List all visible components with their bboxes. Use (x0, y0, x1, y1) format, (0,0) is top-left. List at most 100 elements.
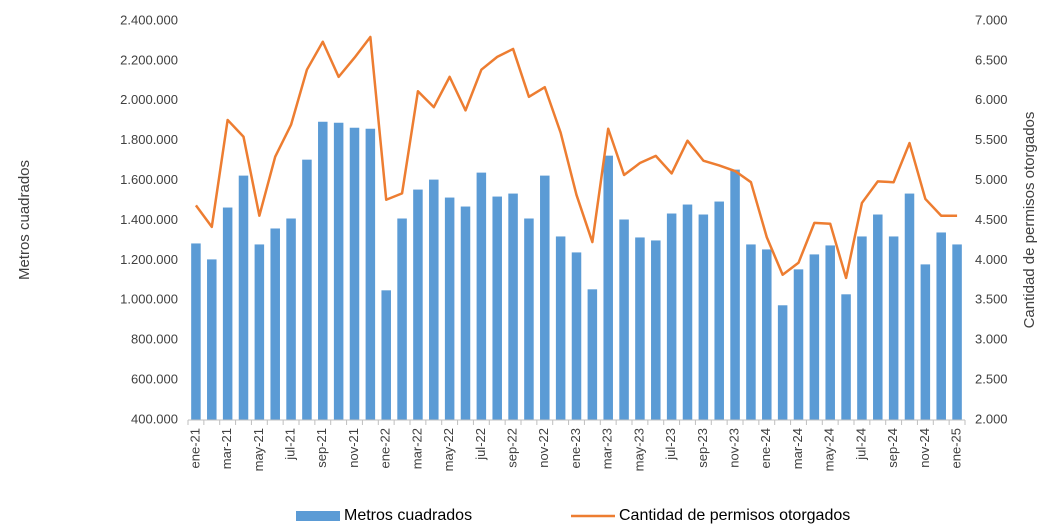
bar (888, 236, 899, 420)
x-tick-label: nov-21 (346, 428, 361, 468)
y2-tick-label: 7.000 (975, 12, 1008, 27)
y2-tick-label: 2.500 (975, 372, 1008, 387)
y-tick-label: 2.000.000 (120, 92, 178, 107)
y2-tick-label: 6.000 (975, 92, 1008, 107)
x-tick-label: jul-21 (283, 428, 298, 461)
x-tick-label: ene-21 (187, 428, 202, 468)
y2-axis-title: Cantidad de permisos otorgados (1021, 112, 1038, 329)
x-tick-label: jul-23 (663, 428, 678, 461)
bar (540, 175, 550, 420)
x-tick-label: nov-24 (917, 428, 932, 468)
bar (635, 237, 645, 420)
bar (302, 159, 312, 420)
bar (920, 264, 931, 420)
y-tick-label: 1.600.000 (120, 172, 178, 187)
y2-tick-label: 2.000 (975, 411, 1008, 426)
y2-tick-label: 3.500 (975, 292, 1008, 307)
y-tick-label: 800.000 (131, 332, 178, 347)
bar (191, 243, 201, 420)
bar (555, 236, 566, 420)
y-tick-label: 2.200.000 (120, 52, 178, 67)
bar (603, 155, 613, 420)
x-tick-label: mar-22 (409, 428, 424, 469)
bar (825, 245, 835, 420)
x-tick-label: sep-22 (505, 428, 520, 468)
y2-tick-label: 5.000 (975, 172, 1008, 187)
x-tick-label: sep-23 (695, 428, 710, 468)
bar (571, 252, 582, 420)
bar (714, 201, 724, 420)
bar (349, 127, 360, 421)
bar (952, 244, 962, 420)
bar (651, 240, 661, 420)
x-tick-label: mar-21 (219, 428, 234, 469)
bar (254, 244, 265, 420)
bar (730, 169, 740, 420)
line-series (194, 35, 958, 280)
y2-tick-label: 5.500 (975, 132, 1008, 147)
bar (809, 254, 820, 420)
x-tick-label: nov-22 (536, 428, 551, 468)
y-tick-label: 1.800.000 (120, 132, 178, 147)
legend-label: Metros cuadrados (344, 507, 472, 524)
y-tick-label: 1.400.000 (120, 212, 178, 227)
bar (857, 236, 867, 420)
x-tick-label: may-21 (251, 428, 266, 471)
bar (222, 207, 233, 420)
bar (508, 193, 518, 420)
bar (746, 244, 756, 420)
bar (460, 206, 471, 420)
bar (777, 305, 788, 420)
y-tick-label: 1.200.000 (120, 252, 178, 267)
legend-label: Cantidad de permisos otorgados (619, 507, 850, 524)
bar (619, 219, 629, 420)
x-tick-label: may-24 (822, 428, 837, 471)
bar (666, 213, 677, 420)
x-tick-label: sep-21 (314, 428, 329, 468)
bar (904, 193, 915, 420)
bar (492, 196, 502, 420)
bar (318, 121, 328, 420)
y-tick-label: 2.400.000 (120, 12, 178, 27)
bar (682, 204, 693, 420)
x-tick-label: mar-23 (600, 428, 615, 469)
bar (413, 189, 423, 420)
bar (444, 197, 455, 420)
legend-swatch (296, 511, 340, 521)
y-tick-label: 400.000 (131, 411, 178, 426)
bar (365, 128, 376, 421)
bar (207, 259, 217, 420)
bar (429, 179, 439, 420)
bar (286, 218, 296, 420)
x-tick-label: jul-22 (473, 428, 488, 461)
x-tick-label: ene-24 (758, 428, 773, 468)
x-tick-label: jul-24 (853, 428, 868, 461)
bar (476, 172, 487, 420)
bar (524, 218, 534, 420)
y-tick-label: 1.000.000 (120, 292, 178, 307)
bar (397, 218, 407, 420)
y-tick-label: 600.000 (131, 372, 178, 387)
bar (238, 175, 249, 420)
x-tick-label: nov-23 (727, 428, 742, 468)
bar (841, 294, 851, 420)
x-tick-label: mar-24 (790, 428, 805, 469)
bar (698, 214, 709, 420)
bar (793, 269, 804, 420)
bar (762, 249, 772, 420)
y2-tick-label: 3.000 (975, 332, 1008, 347)
x-tick-label: ene-25 (949, 428, 964, 468)
bar (936, 232, 946, 420)
y2-tick-label: 4.500 (975, 212, 1008, 227)
y2-tick-label: 4.000 (975, 252, 1008, 267)
bar (270, 228, 280, 420)
x-tick-label: may-22 (441, 428, 456, 471)
bar (333, 122, 344, 421)
y-axis-title: Metros cuadrados (16, 160, 33, 280)
bar (873, 214, 883, 420)
y2-tick-label: 6.500 (975, 52, 1008, 67)
x-tick-label: ene-22 (378, 428, 393, 468)
bar (587, 289, 598, 420)
x-tick-label: ene-23 (568, 428, 583, 468)
